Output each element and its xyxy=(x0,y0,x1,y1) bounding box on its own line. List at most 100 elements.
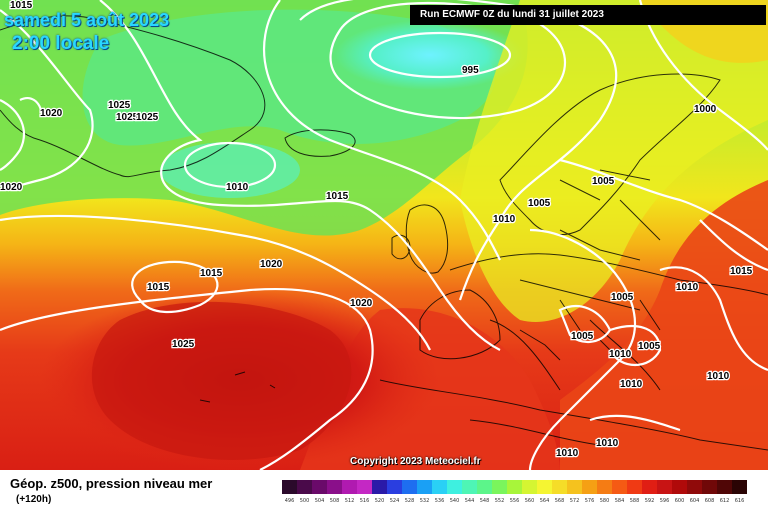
colorbar xyxy=(282,480,747,494)
colorbar-swatch xyxy=(462,480,477,494)
colorbar-tick-label: 508 xyxy=(329,498,340,504)
copyright: Copyright 2023 Meteociel.fr xyxy=(350,456,481,467)
pressure-label: 1005 xyxy=(611,292,634,303)
pressure-label: 995 xyxy=(462,65,479,76)
pressure-label: 1010 xyxy=(620,379,643,390)
isobar-1010-east xyxy=(528,228,637,470)
colorbar-tick-label: 524 xyxy=(389,498,400,504)
colorbar-swatch xyxy=(477,480,492,494)
colorbar-swatch xyxy=(537,480,552,494)
colorbar-swatch xyxy=(657,480,672,494)
pressure-label: 1010 xyxy=(226,182,249,193)
pressure-label: 1010 xyxy=(609,349,632,360)
colorbar-swatch xyxy=(372,480,387,494)
isobar-1020 xyxy=(0,214,431,351)
colorbar-tick-label: 580 xyxy=(599,498,610,504)
pressure-label: 1020 xyxy=(40,108,63,119)
colorbar-swatch xyxy=(552,480,567,494)
colorbar-swatch xyxy=(522,480,537,494)
isobar-1010-b xyxy=(183,141,277,189)
colorbar-swatch xyxy=(702,480,717,494)
isobar-1010-a xyxy=(262,0,501,261)
pressure-label: 1015 xyxy=(147,282,170,293)
colorbar-tick-label: 496 xyxy=(284,498,295,504)
colorbar-swatch xyxy=(402,480,417,494)
colorbar-tick-label: 584 xyxy=(614,498,625,504)
europe-coast xyxy=(379,253,768,451)
colorbar-tick-label: 536 xyxy=(434,498,445,504)
isobar-1025-west xyxy=(19,97,44,116)
colorbar-swatch xyxy=(597,480,612,494)
britain-coast xyxy=(405,204,449,274)
pressure-label: 1015 xyxy=(200,268,223,279)
colorbar-swatch xyxy=(732,480,747,494)
forecast-time: 2:00 locale xyxy=(12,33,110,54)
colorbar-tick-label: 592 xyxy=(644,498,655,504)
pressure-labels: 1015 1020 1025 1025 1025 995 1000 1010 1… xyxy=(0,0,754,460)
greenland-coast xyxy=(0,15,266,178)
colorbar-swatch xyxy=(612,480,627,494)
pressure-label: 1020 xyxy=(260,259,283,270)
isobar-1015-b xyxy=(0,9,94,192)
colorbar-tick-label: 600 xyxy=(674,498,685,504)
isobar-1025 xyxy=(0,287,374,470)
pressure-label: 1005 xyxy=(638,341,661,352)
colorbar-swatch xyxy=(312,480,327,494)
isobar-1010-se xyxy=(659,266,768,372)
country-borders xyxy=(519,169,661,331)
colorbar-tick-label: 604 xyxy=(689,498,700,504)
colorbar-tick-label: 568 xyxy=(554,498,565,504)
colorbar-swatch xyxy=(627,480,642,494)
isobar-1005-black-sea xyxy=(609,325,662,366)
scandinavia-coast xyxy=(499,73,721,235)
pressure-label: 1010 xyxy=(707,371,730,382)
pressure-label: 1010 xyxy=(493,214,516,225)
colorbar-swatch xyxy=(357,480,372,494)
weather-map: 1015 1020 1025 1025 1025 995 1000 1010 1… xyxy=(0,0,768,470)
pressure-label: 1010 xyxy=(556,448,579,459)
atlantic-islands xyxy=(199,371,276,403)
colorbar-swatch xyxy=(507,480,522,494)
pressure-label: 1025 xyxy=(116,112,139,123)
colorbar-swatch xyxy=(342,480,357,494)
z500-zone-592 xyxy=(91,301,352,460)
colorbar-swatch xyxy=(567,480,582,494)
pressure-label: 1025 xyxy=(108,100,131,111)
colorbar-tick-label: 556 xyxy=(509,498,520,504)
isobar-1000-east xyxy=(638,0,768,151)
pressure-label: 1015 xyxy=(730,266,753,277)
colorbar-tick-label: 504 xyxy=(314,498,325,504)
colorbar-tick-label: 588 xyxy=(629,498,640,504)
pressure-label: 1005 xyxy=(592,176,615,187)
colorbar-swatch xyxy=(687,480,702,494)
pressure-label: 1010 xyxy=(676,282,699,293)
colorbar-tick-label: 608 xyxy=(704,498,715,504)
pressure-label: 1015 xyxy=(326,191,349,202)
colorbar-swatch xyxy=(492,480,507,494)
colorbar-swatch xyxy=(642,480,657,494)
pressure-label: 1015 xyxy=(10,0,33,11)
colorbar-swatch xyxy=(432,480,447,494)
colorbar-swatch xyxy=(387,480,402,494)
pressure-label: 1005 xyxy=(571,331,594,342)
isobar-1020-west xyxy=(0,99,25,171)
pressure-label: 1025 xyxy=(172,339,195,350)
isobar-1015-a xyxy=(99,0,501,351)
colorbar-tick-label: 532 xyxy=(419,498,430,504)
colorbar-tick-label: 544 xyxy=(464,498,475,504)
colorbar-swatch xyxy=(717,480,732,494)
forecast-date: samedi 5 août 2023 xyxy=(4,10,170,30)
colorbar-tick-label: 540 xyxy=(449,498,460,504)
pressure-label: 1010 xyxy=(596,438,619,449)
isobar-1005 xyxy=(299,0,618,301)
model-run-label: Run ECMWF 0Z du lundi 31 juillet 2023 xyxy=(410,5,766,25)
colorbar-tick-label: 564 xyxy=(539,498,550,504)
colorbar-tick-label: 572 xyxy=(569,498,580,504)
isobar-995 xyxy=(368,31,512,79)
colorbar-tick-label: 596 xyxy=(659,498,670,504)
pressure-label: 1020 xyxy=(0,182,23,193)
colorbar-tick-label: 520 xyxy=(374,498,385,504)
pressure-label: 1020 xyxy=(350,298,373,309)
isobar-1000-low xyxy=(329,1,567,120)
z500-zone-588 xyxy=(560,180,768,470)
